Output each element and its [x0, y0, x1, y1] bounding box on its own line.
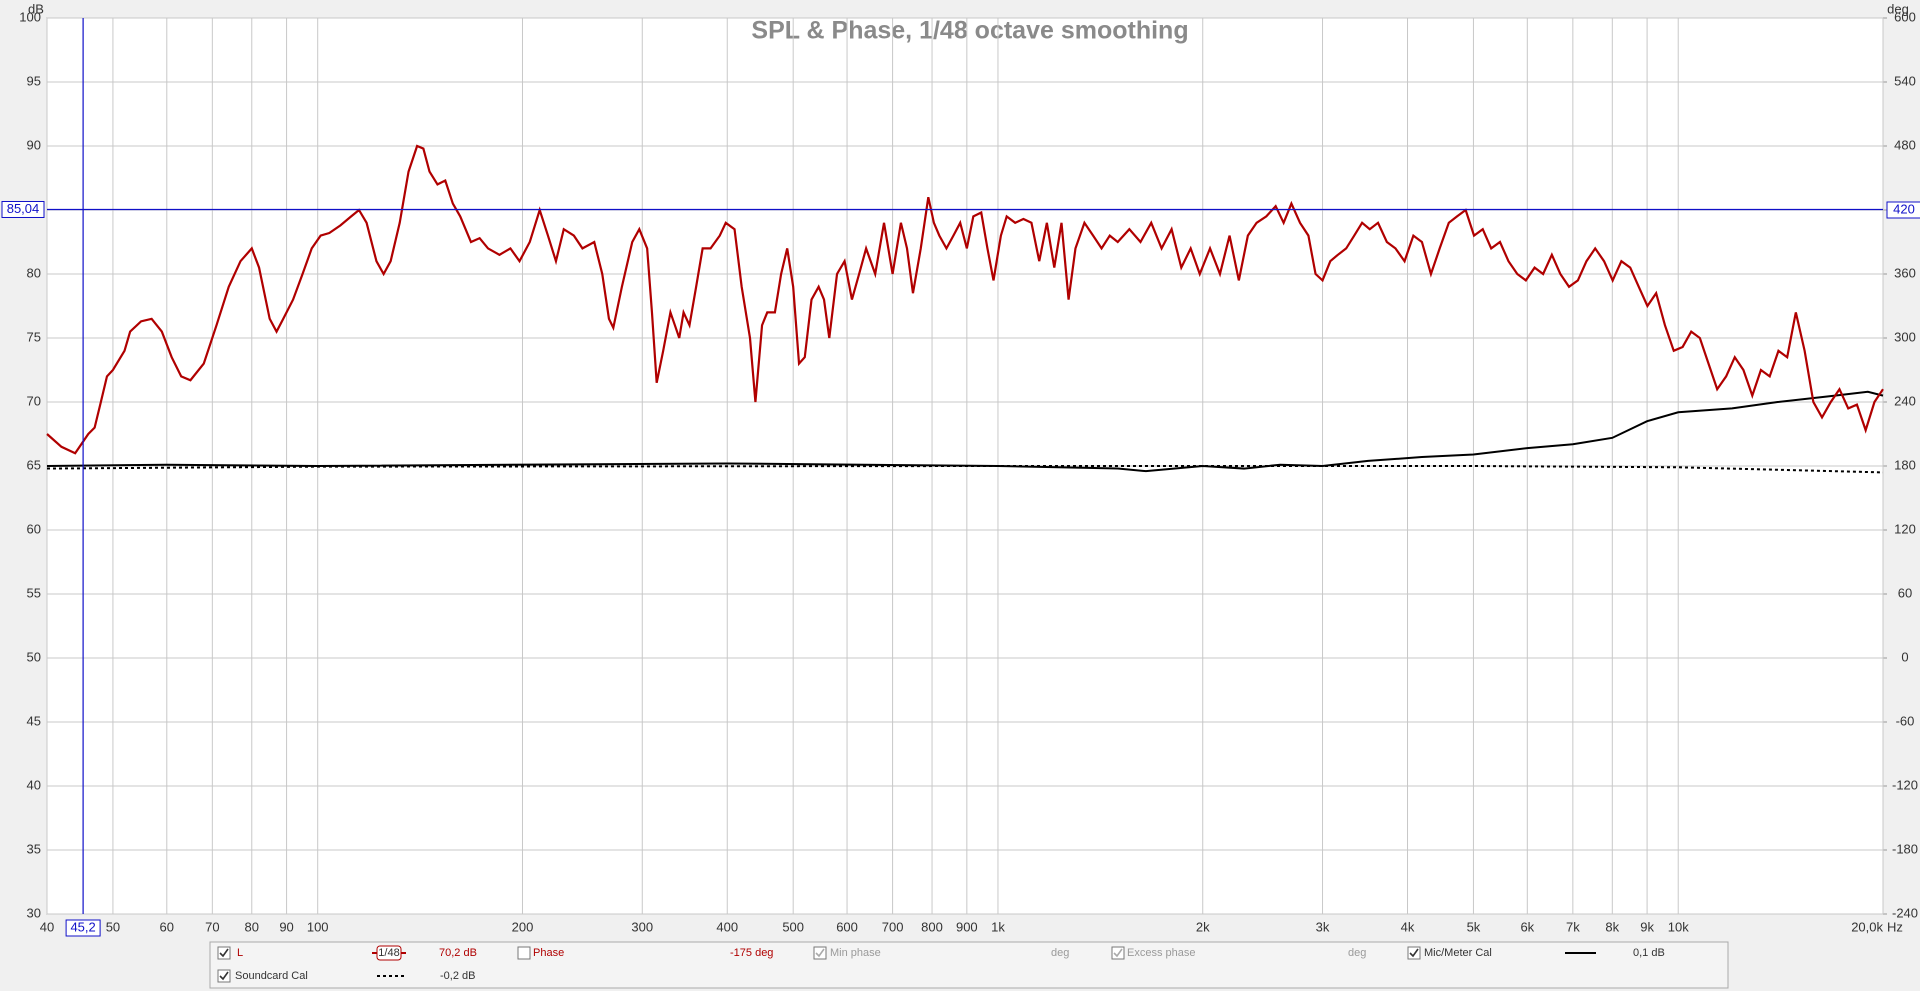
legend-readout: -175 deg — [730, 947, 773, 959]
x-tick-label: 5k — [1467, 919, 1481, 934]
y2-tick-label: 540 — [1894, 73, 1916, 88]
x-tick-label: 900 — [956, 919, 978, 934]
y2-tick-label: 240 — [1894, 393, 1916, 408]
y2-tick-label: 180 — [1894, 457, 1916, 472]
y-tick-label: 100 — [19, 9, 41, 24]
x-tick-label: 6k — [1520, 919, 1534, 934]
y-tick-label: 75 — [27, 329, 41, 344]
x-unit: Hz — [1887, 919, 1903, 934]
y2-tick-label: 60 — [1898, 585, 1912, 600]
x-tick-label: 100 — [307, 919, 329, 934]
x-tick-label: 7k — [1566, 919, 1580, 934]
x-tick-label: 300 — [631, 919, 653, 934]
y2-tick-label: -240 — [1892, 905, 1918, 920]
checkmark — [219, 948, 229, 958]
y2-tick-label: -120 — [1892, 777, 1918, 792]
y-tick-label: 45 — [27, 713, 41, 728]
legend-label: Soundcard Cal — [235, 970, 308, 982]
y2-tick-label: 360 — [1894, 265, 1916, 280]
cursor-y2-box — [1886, 201, 1920, 219]
x-tick-label: 1k — [991, 919, 1005, 934]
smoothing-box — [376, 945, 402, 961]
cursor-x-box — [65, 919, 101, 937]
y-tick-label: 50 — [27, 649, 41, 664]
legend-readout: deg — [1348, 947, 1366, 959]
y2-tick-label: 120 — [1894, 521, 1916, 536]
x-tick-label: 700 — [882, 919, 904, 934]
x-tick-label: 60 — [160, 919, 174, 934]
x-tick-label: 500 — [782, 919, 804, 934]
y-tick-label: 60 — [27, 521, 41, 536]
series-line — [46, 144, 1884, 455]
y2-tick-label: -180 — [1892, 841, 1918, 856]
legend-readout: 0,1 dB — [1633, 947, 1665, 959]
y-tick-label: 80 — [27, 265, 41, 280]
chart-title: SPL & Phase, 1/48 octave smoothing — [751, 17, 1188, 45]
x-tick-label: 8k — [1605, 919, 1619, 934]
y-tick-label: 90 — [27, 137, 41, 152]
y2-tick-label: 480 — [1894, 137, 1916, 152]
cursor-x-label: 45,2 — [70, 919, 95, 934]
y-tick-label: 70 — [27, 393, 41, 408]
y-tick-label: 35 — [27, 841, 41, 856]
legend-label: Min phase — [830, 947, 881, 959]
x-tick-label: 80 — [245, 919, 259, 934]
x-tick-label: 9k — [1640, 919, 1654, 934]
legend-label: Phase — [533, 947, 564, 959]
checkbox[interactable] — [1407, 946, 1421, 960]
smoothing-label: 1/48 — [378, 947, 399, 959]
legend-box — [209, 941, 1729, 989]
x-tick-label: 50 — [106, 919, 120, 934]
x-tick-label: 90 — [279, 919, 293, 934]
checkbox[interactable] — [813, 946, 827, 960]
y-tick-label: 30 — [27, 905, 41, 920]
x-tick-label: 70 — [205, 919, 219, 934]
y2-tick-label: 600 — [1894, 9, 1916, 24]
checkmark — [815, 948, 825, 958]
legend-readout: deg — [1051, 947, 1069, 959]
checkbox[interactable] — [517, 946, 531, 960]
legend-label: Mic/Meter Cal — [1424, 947, 1492, 959]
y-tick-label: 40 — [27, 777, 41, 792]
x-tick-label: 800 — [921, 919, 943, 934]
y2-tick-label: 0 — [1901, 649, 1908, 664]
y-unit: dB — [28, 1, 44, 16]
x-tick-label: 600 — [836, 919, 858, 934]
y2-unit: deg — [1887, 1, 1909, 16]
legend-readout: 70,2 dB — [439, 947, 477, 959]
checkmark — [1409, 948, 1419, 958]
x-tick-label: 2k — [1196, 919, 1210, 934]
x-tick-label: 20,0k — [1851, 919, 1883, 934]
checkbox[interactable] — [217, 969, 231, 983]
legend-readout: -0,2 dB — [440, 970, 475, 982]
legend-label: L — [237, 947, 243, 959]
x-tick-label: 4k — [1401, 919, 1415, 934]
checkmark — [219, 971, 229, 981]
x-tick-label: 400 — [716, 919, 738, 934]
y-tick-label: 65 — [27, 457, 41, 472]
checkbox[interactable] — [217, 946, 231, 960]
y-tick-label: 55 — [27, 585, 41, 600]
cursor-y-label: 85,04 — [7, 201, 40, 216]
cursor-y-box — [1, 200, 45, 218]
series-line — [46, 390, 1884, 473]
y2-tick-label: 300 — [1894, 329, 1916, 344]
y2-tick-label: -60 — [1896, 713, 1915, 728]
x-tick-label: 40 — [40, 919, 54, 934]
legend-label: Excess phase — [1127, 947, 1195, 959]
cursor-y2-label: 420 — [1893, 201, 1915, 216]
checkmark — [1113, 948, 1123, 958]
x-tick-label: 10k — [1668, 919, 1689, 934]
x-tick-label: 200 — [512, 919, 534, 934]
checkbox[interactable] — [1111, 946, 1125, 960]
series-line — [46, 465, 1884, 474]
y-tick-label: 95 — [27, 73, 41, 88]
x-tick-label: 3k — [1316, 919, 1330, 934]
